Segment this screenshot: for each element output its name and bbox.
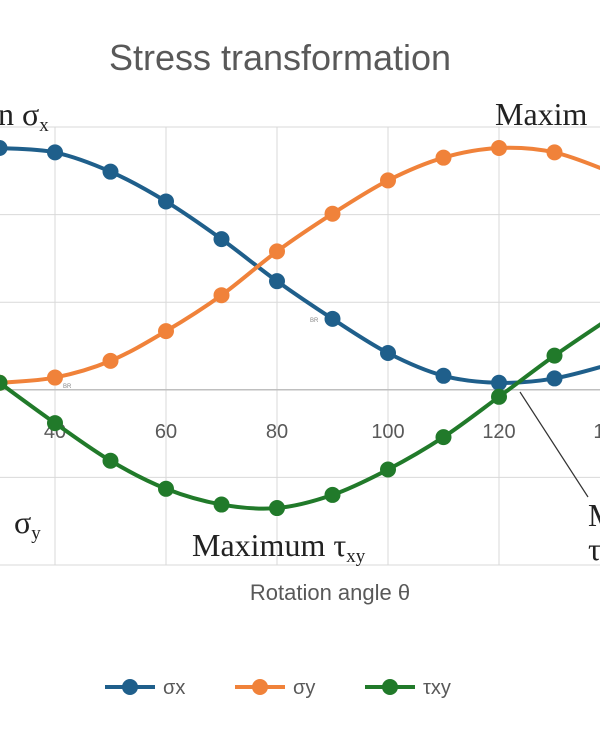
data-point (380, 461, 396, 478)
annotation-text: n σ (0, 96, 39, 132)
data-point (47, 144, 63, 161)
data-point (435, 367, 452, 384)
data-point (380, 345, 396, 362)
data-point (546, 370, 563, 387)
data-point (158, 323, 174, 340)
annotation-arrow (519, 391, 589, 498)
chart-title: Stress transformation (109, 37, 451, 78)
data-point (213, 231, 230, 248)
x-tick-label: 120 (482, 421, 515, 443)
annotation: σy (14, 504, 41, 544)
legend-marker (122, 679, 138, 695)
x-tick-label: 80 (266, 421, 288, 443)
data-point (0, 374, 8, 391)
annotation: M (588, 497, 600, 533)
legend-label: σx (163, 677, 185, 699)
data-point (158, 480, 174, 497)
legend-label: τxy (423, 677, 451, 699)
x-tick-label: 140 (593, 421, 600, 443)
annotation: τ (588, 531, 600, 567)
x-axis-label: Rotation angle θ (250, 580, 410, 605)
data-point (380, 172, 396, 189)
data-point (102, 163, 119, 180)
annotation: Maxim (495, 96, 588, 132)
series-line (0, 322, 600, 511)
data-point (324, 310, 341, 327)
annotation-text: Maxim (495, 96, 588, 132)
data-point (269, 243, 285, 260)
data-point (102, 452, 119, 469)
watermark: BR (310, 318, 319, 324)
annotation: n σx (0, 96, 49, 136)
annotation-sub: x (39, 115, 49, 136)
data-point (546, 144, 563, 161)
data-point (47, 369, 63, 386)
data-point (213, 287, 230, 304)
data-point (491, 140, 507, 157)
data-point (0, 140, 8, 157)
data-point (435, 149, 452, 166)
x-tick-label: 100 (371, 421, 404, 443)
data-point (491, 374, 507, 391)
data-point (491, 388, 507, 405)
data-point (158, 193, 174, 210)
data-point (213, 496, 230, 513)
legend-marker (252, 679, 268, 695)
annotation-sub: xy (346, 546, 366, 567)
data-point (546, 347, 563, 364)
watermark: BR (63, 384, 72, 390)
data-point (102, 352, 119, 369)
legend-marker (382, 679, 398, 695)
legend-label: σy (293, 677, 315, 699)
data-point (47, 415, 63, 432)
annotation: Maximum τxy (192, 527, 366, 567)
data-point (435, 429, 452, 446)
data-point (324, 486, 341, 503)
data-point (269, 273, 285, 290)
annotation-text: σ (14, 504, 31, 540)
data-point (324, 205, 341, 222)
annotation-sub: y (31, 523, 41, 544)
annotation-text: Maximum τ (192, 527, 346, 563)
data-point (269, 500, 285, 517)
x-tick-label: 60 (155, 421, 177, 443)
